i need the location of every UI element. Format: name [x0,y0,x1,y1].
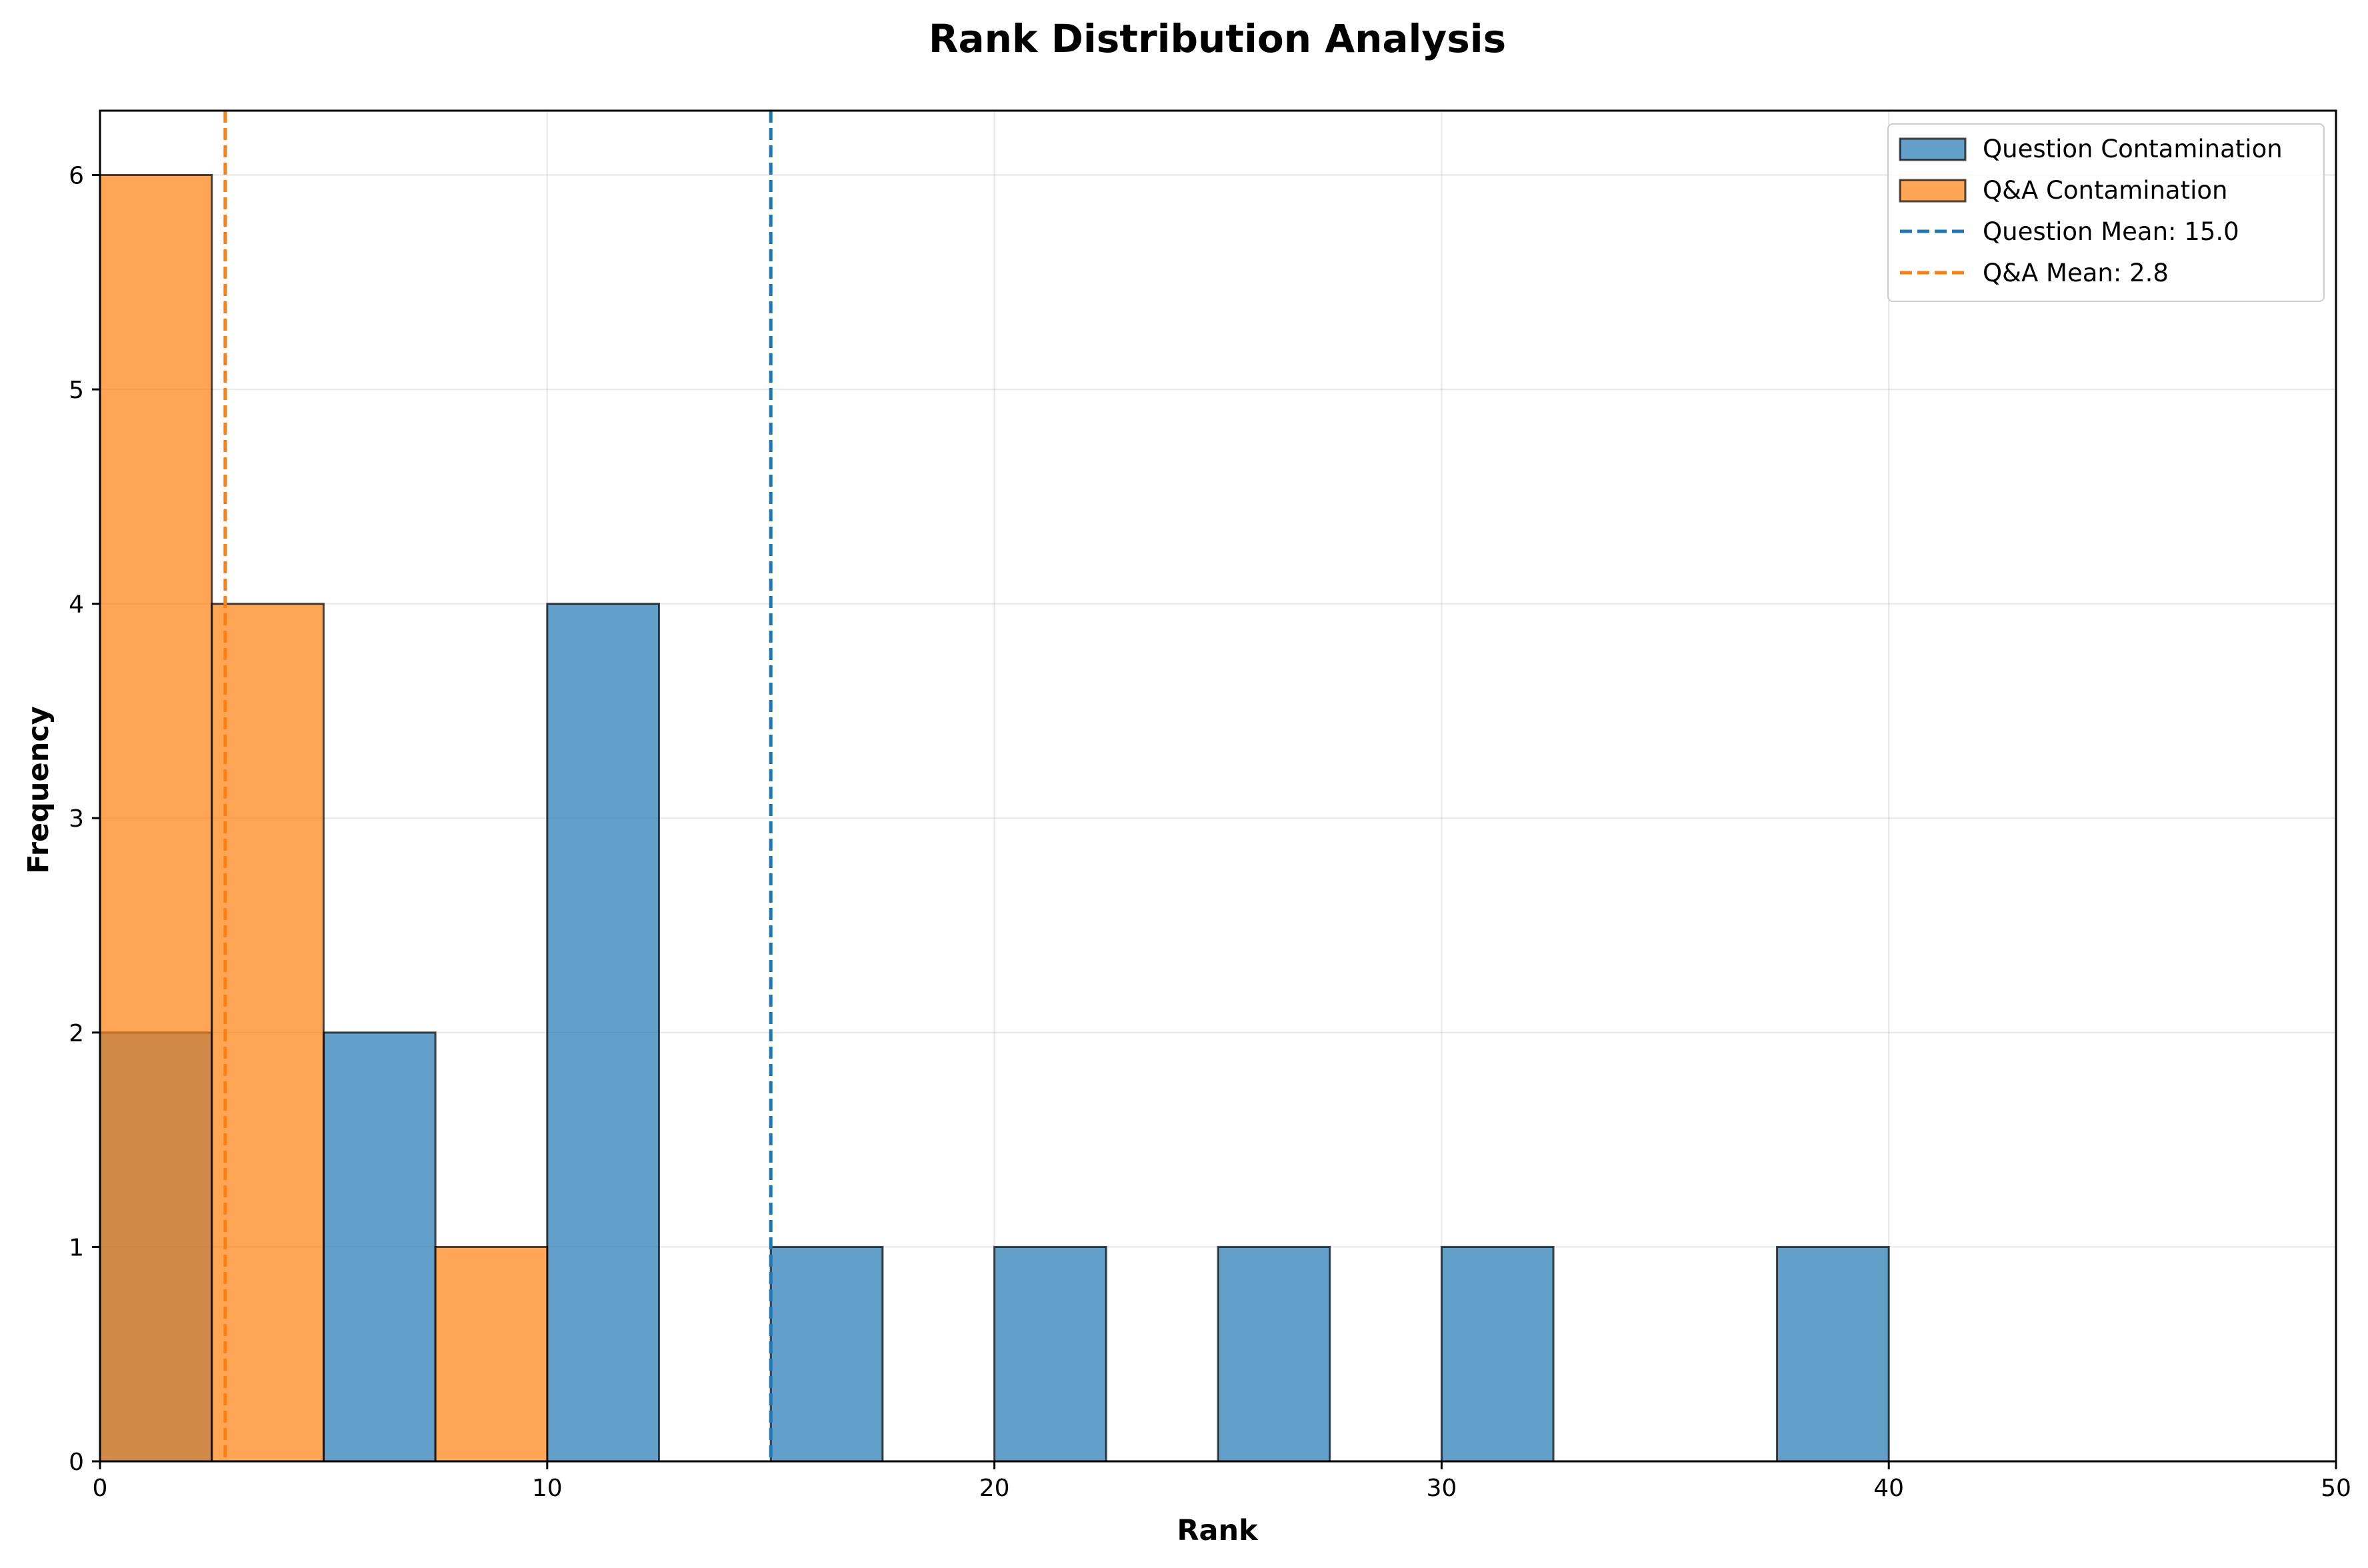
y-tick-label-1: 1 [69,1234,84,1261]
y-tick-label-6: 6 [69,162,84,189]
plot-frame [99,109,2337,1463]
question-bar-3 [769,1245,884,1463]
question-bar-5 [1217,1245,1331,1463]
x-tick-label-3: 30 [1426,1475,1457,1502]
qa-bar-0 [99,173,213,1463]
legend-mean-label-0: Question Mean: 15.0 [1983,217,2239,246]
qa-contamination-bars [99,173,549,1463]
y-axis-title: Frequency [22,706,55,874]
qa-bar-2 [434,1245,549,1463]
x-tick-label-4: 40 [1873,1475,1904,1502]
question-bar-1 [322,1031,437,1463]
y-tick-label-5: 5 [69,377,84,404]
legend-swatch-0 [1899,137,1967,161]
legend-mean-label-1: Q&A Mean: 2.8 [1983,259,2169,287]
legend-label-1: Q&A Contamination [1983,176,2227,205]
legend: Question Contamination Q&A Contamination Q… [1887,123,2325,302]
legend-swatch-1 [1899,179,1967,203]
x-tick-label-5: 50 [2321,1475,2351,1502]
question-bar-4 [993,1245,1107,1463]
x-tick-label-2: 20 [979,1475,1010,1502]
chart-title: Rank Distribution Analysis [929,16,1506,61]
x-tick-label-0: 0 [93,1475,108,1502]
axes [99,109,2337,1463]
axis-ticks: 0 10 20 30 40 50 0 1 2 3 4 5 6 [69,162,2351,1502]
legend-label-0: Question Contamination [1983,135,2283,163]
qa-bar-1 [211,603,325,1463]
y-tick-label-3: 3 [69,805,84,833]
y-tick-label-0: 0 [69,1449,84,1476]
legend-box [1887,123,2325,302]
x-axis-title: Rank [1177,1514,1259,1547]
question-bar-2 [546,603,660,1463]
question-bar-6 [1440,1245,1555,1463]
question-bar-7 [1776,1245,1890,1463]
x-tick-label-1: 10 [532,1475,563,1502]
y-tick-label-2: 2 [69,1020,84,1047]
y-tick-label-4: 4 [69,591,84,619]
